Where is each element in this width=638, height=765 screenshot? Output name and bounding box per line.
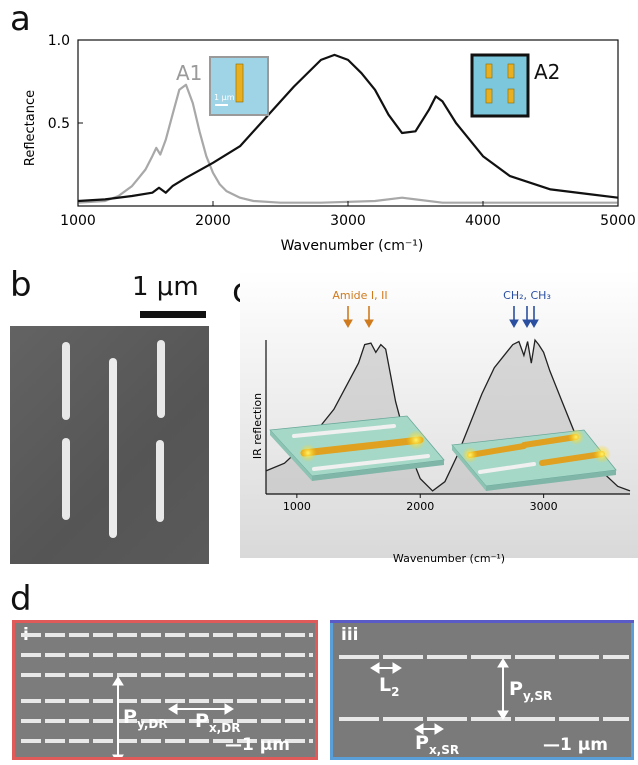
- svg-text:Py,DR: Py,DR: [123, 706, 168, 731]
- x-axis-label: Wavenumber (cm⁻¹): [393, 552, 505, 565]
- rod-row: [339, 717, 629, 721]
- nanorod: [62, 342, 70, 420]
- x-tick-label: 5000: [600, 213, 636, 229]
- panel-label-d: d: [10, 579, 32, 619]
- y-tick-label: 1.0: [48, 33, 70, 49]
- period-x-label: P: [195, 710, 209, 732]
- inset-label-a2: A2: [534, 60, 560, 84]
- period-y-subscript: y,SR: [523, 689, 552, 703]
- annotation-ch: CH₂, CH₃: [503, 289, 551, 302]
- dimer-row: [21, 653, 313, 657]
- nanorod: [157, 340, 165, 418]
- panel-label-b: b: [10, 265, 32, 305]
- period-y-label: P: [123, 706, 137, 728]
- y-axis-label: IR reflection: [251, 393, 264, 459]
- dimer-row: [21, 633, 313, 637]
- metasurface-schematic-right: [451, 429, 617, 491]
- nanorod: [62, 438, 70, 520]
- x-tick-label: 1000: [283, 500, 311, 513]
- x-tick-label: 2000: [406, 500, 434, 513]
- spectrum-line: [265, 338, 631, 492]
- period-x-label: P: [415, 732, 429, 754]
- arrow-down-icon: [343, 306, 374, 329]
- panel-sublabel: iii: [341, 625, 359, 645]
- period-y-subscript: y,DR: [137, 717, 168, 731]
- panel-label-a: a: [10, 0, 31, 39]
- period-x-subscript: x,SR: [429, 743, 459, 757]
- scalebar-b: [140, 311, 206, 318]
- period-y-label: P: [509, 678, 523, 700]
- scalebar-d-i: —1 μm: [225, 735, 290, 755]
- x-tick-label: 3000: [330, 213, 366, 229]
- ir-reflection-chart: 1000 2000 3000 Wavenumber (cm⁻¹) IR reflec…: [240, 270, 638, 565]
- annotation-amide: Amide I, II: [332, 289, 387, 302]
- sem-image-d-iii: iii L2 Py,SR Px,SR —1 μm: [330, 620, 634, 760]
- nanorod: [156, 440, 164, 522]
- series-line-a2: [77, 53, 619, 203]
- dimension-arrows: L2 Py,SR Px,SR: [370, 658, 552, 757]
- period-x-subscript: x,DR: [209, 721, 241, 735]
- inset-label-a1: A1: [176, 61, 202, 85]
- metasurface-schematic-left: [269, 415, 445, 481]
- svg-text:Px,SR: Px,SR: [415, 732, 459, 757]
- x-tick-label: 2000: [195, 213, 231, 229]
- sem-image-d-i: i Py,DR Px,DR —1 μm: [12, 620, 318, 760]
- sem-image-b: [10, 326, 209, 564]
- x-axis-label: Wavenumber (cm⁻¹): [281, 238, 424, 254]
- scalebar-d-iii: —1 μm: [543, 735, 608, 755]
- svg-text:Py,SR: Py,SR: [509, 678, 552, 703]
- nanorod: [109, 358, 117, 538]
- x-tick-label: 3000: [530, 500, 558, 513]
- dimer-row: [21, 699, 313, 703]
- arrow-down-icon: [509, 306, 539, 329]
- length-subscript: 2: [391, 685, 399, 699]
- svg-text:Px,DR: Px,DR: [195, 710, 240, 735]
- reflectance-chart: 1000 2000 3000 4000 5000 0.5 1.0 Wavenumber (c…: [23, 33, 636, 254]
- x-tick-label: 1000: [60, 213, 96, 229]
- dimer-row: [21, 673, 313, 677]
- length-label: L: [379, 674, 391, 696]
- series-line-a1: [77, 83, 618, 204]
- y-tick-label: 0.5: [48, 116, 70, 132]
- frame-accent: [330, 620, 634, 623]
- x-tick-label: 4000: [465, 213, 501, 229]
- dimension-arrows: Py,DR Px,DR: [112, 676, 240, 757]
- dimer-row: [21, 739, 313, 743]
- dimer-row: [21, 719, 313, 723]
- inset-a1-schematic: 1 μm: [209, 56, 269, 116]
- inset-scale-label: 1 μm: [214, 93, 235, 102]
- scalebar-label-b: 1 μm: [132, 272, 199, 302]
- rod-row: [339, 655, 629, 659]
- inset-a2-schematic: [470, 53, 530, 118]
- y-axis-label: Reflectance: [23, 90, 38, 166]
- svg-text:L2: L2: [379, 674, 399, 699]
